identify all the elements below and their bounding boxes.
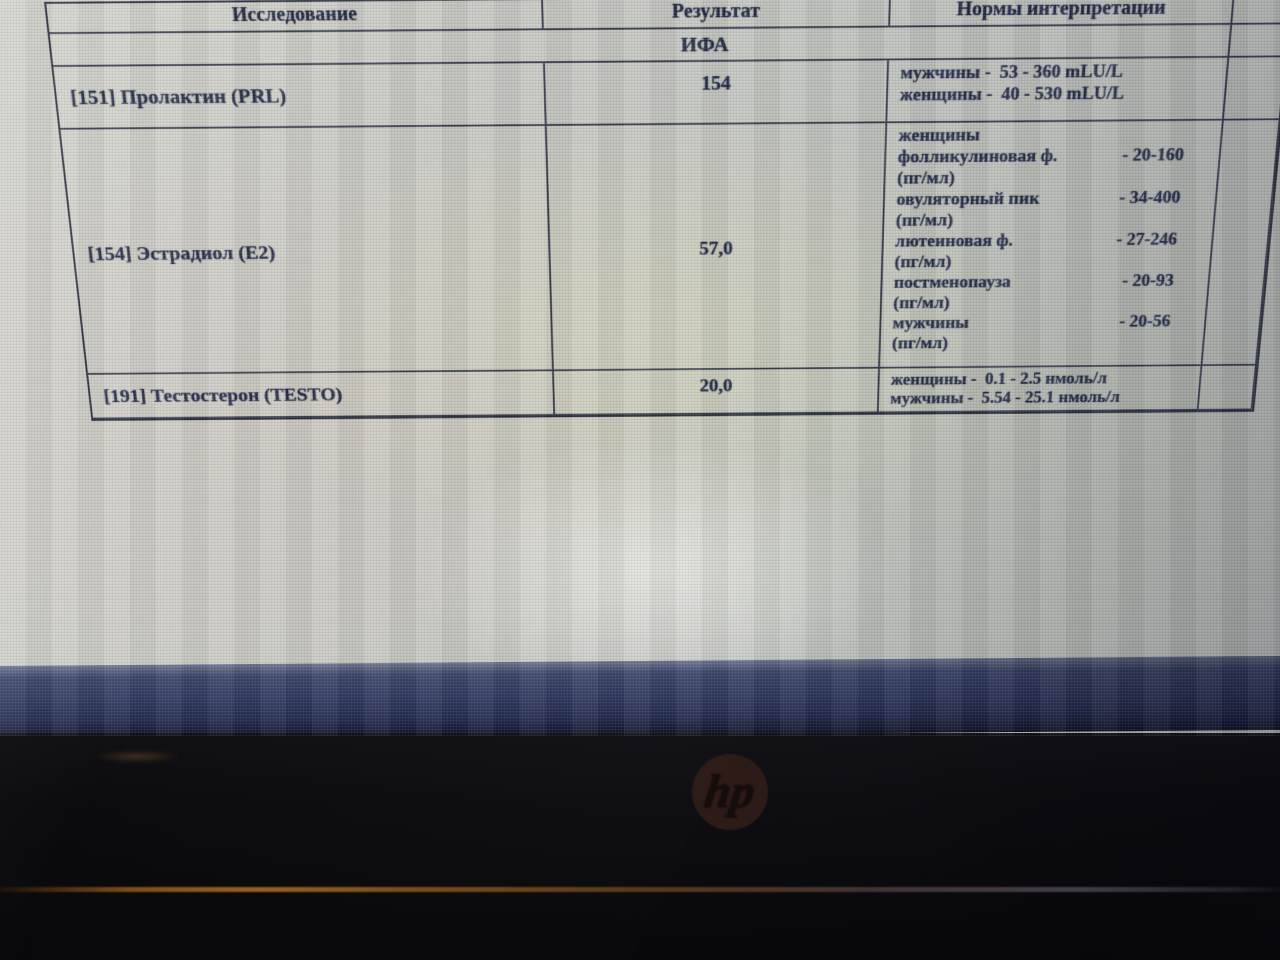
hp-logo-text: hp	[701, 766, 759, 818]
screen-bottom-blue-band	[0, 655, 1280, 741]
result-value-estradiol: 57,0	[546, 123, 888, 372]
norms-estradiol: женщины фолликулиновая ф. - 20-160 (пг/мл…	[879, 120, 1224, 369]
bezel-light-reflection	[82, 750, 192, 763]
laptop-bezel: hp	[0, 733, 1280, 960]
norm-line: лютеиновая ф. - 27-246	[894, 230, 1178, 252]
column-header-extra	[1232, 0, 1280, 25]
norm-unit: (пг/мл)	[891, 334, 949, 353]
lab-results-table: Исследование Результат Нормы интерпретац…	[44, 0, 1280, 421]
empty-cell	[1223, 57, 1280, 121]
norms-testosterone: женщины -0.1 - 2.5 нмоль/л мужчины -5.54…	[878, 366, 1203, 414]
norm-line: женщины -40 - 530 mLU/L	[899, 84, 1125, 106]
column-header-norms: Нормы интерпретации	[890, 0, 1235, 28]
column-header-result: Результат	[543, 0, 891, 31]
norm-line: овуляторный пик - 34-400	[896, 188, 1182, 210]
norm-line: мужчины -53 - 360 mLU/L	[900, 62, 1124, 84]
norm-line: мужчины - 20-56	[892, 313, 1172, 333]
test-name-estradiol: [154] Эстрадиол (Е2)	[60, 125, 554, 375]
norm-unit: (пг/мл)	[892, 294, 951, 313]
test-name-testosterone: [191] Тестостерон (TESTO)	[88, 371, 556, 420]
norm-line: фолликулиновая ф. - 20-160	[897, 146, 1185, 168]
norms-prolactin: мужчины -53 - 360 mLU/L женщины -40 - 53…	[887, 57, 1230, 124]
monitor-screen-document: Исследование Результат Нормы интерпретац…	[0, 0, 1280, 741]
result-value-prolactin: 154	[544, 60, 890, 126]
section-extra-cell	[1229, 24, 1280, 58]
test-name-prolactin: [151] Пролактин (PRL)	[53, 63, 547, 130]
empty-cell	[1198, 365, 1257, 411]
norm-unit: (пг/мл)	[895, 211, 954, 231]
bezel-hinge-highlight	[0, 887, 1280, 892]
result-value-testosterone: 20,0	[553, 368, 880, 416]
norm-line: женщины -0.1 - 2.5 нмоль/л	[890, 369, 1108, 389]
norm-unit: (пг/мл)	[894, 253, 952, 272]
hp-logo: hp	[692, 754, 768, 830]
norm-line: женщины	[898, 126, 981, 146]
norm-line: постменопауза - 20-93	[893, 272, 1175, 293]
column-header-test: Исследование	[46, 0, 544, 35]
norm-unit: (пг/мл)	[896, 169, 956, 189]
norm-line: мужчины -5.54 - 25.1 нмоль/л	[890, 388, 1121, 408]
